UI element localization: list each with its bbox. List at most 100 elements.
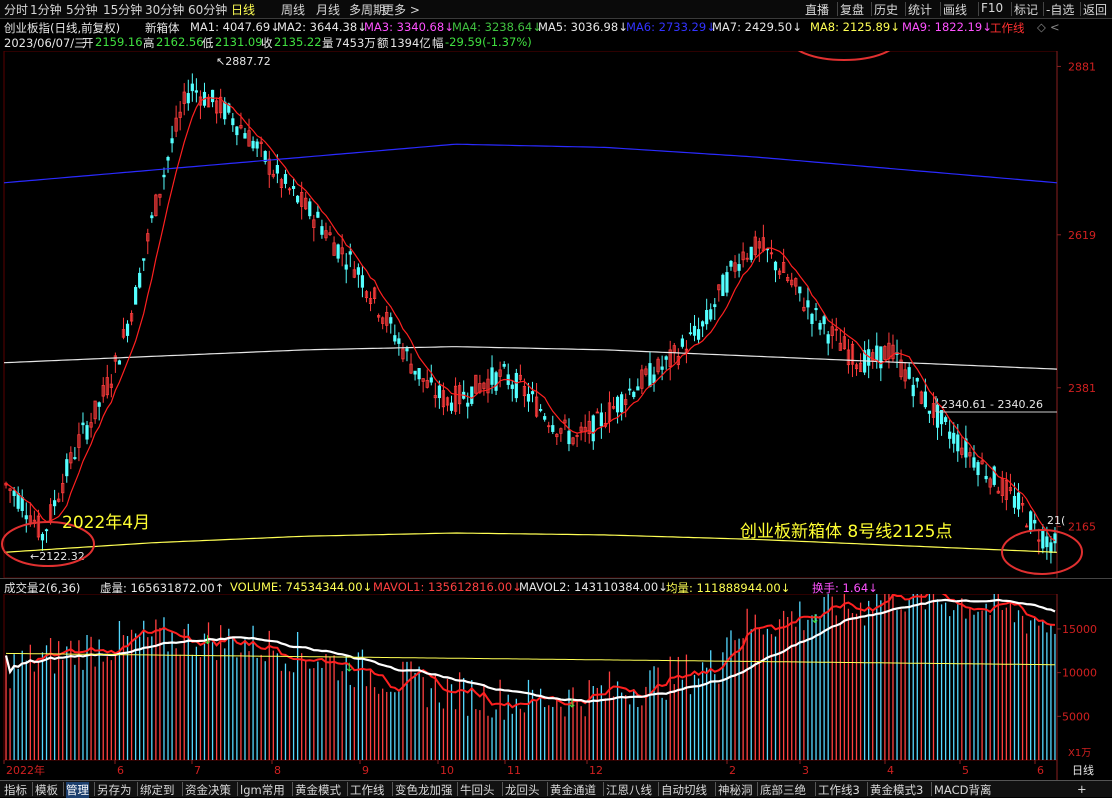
- x-label-0: 2022年: [6, 763, 45, 777]
- indicator-tab-6[interactable]: lgm常用: [240, 783, 285, 797]
- volume-chart[interactable]: 15000100005000X1万↓↓↓↓↓↓↓↓↓↓2022年67891011…: [0, 594, 1112, 780]
- ma-label-5: MA5: 3036.98↓: [538, 20, 628, 34]
- x-label-8: 2: [729, 764, 736, 777]
- change-value: -29.59(-1.37%): [445, 35, 532, 49]
- indicator-tab-5[interactable]: 资金决策: [185, 783, 231, 797]
- vol-tick-0: 15000: [1062, 623, 1097, 636]
- circle-annotation-ma8: [797, 51, 891, 61]
- arrow-icon-2: ↓: [567, 697, 577, 711]
- line-work: [5, 96, 1056, 542]
- x-label-7: 12: [589, 764, 603, 777]
- indicator-tab-1[interactable]: 模板: [35, 783, 58, 797]
- volume-value: 7453万: [335, 36, 376, 50]
- price-chart[interactable]: 2881 2619 2381 2165 ↖2887.72 ←2122.32 2340.61 …: [0, 51, 1112, 578]
- ma-label-2: MA2: 3644.38↓: [277, 20, 367, 34]
- indicator-tab-4[interactable]: 绑定到: [140, 783, 175, 797]
- ma-label-7: MA7: 2429.50↓: [712, 20, 802, 34]
- period-tab-0[interactable]: 分时: [4, 3, 29, 17]
- vol-tick-1: 10000: [1062, 667, 1097, 680]
- toolbar-right-0[interactable]: 直播: [805, 3, 830, 17]
- vol-unit: X1万: [1068, 748, 1091, 759]
- indicator-tab-0[interactable]: 指标: [4, 783, 27, 797]
- indicator-tab-12[interactable]: 黄金通道: [550, 783, 596, 797]
- indicator-tab-17[interactable]: 工作线3: [818, 783, 860, 797]
- close-value: 2135.22: [274, 35, 322, 49]
- line-ma8: [3, 532, 1058, 553]
- indicator-tab-8[interactable]: 工作线: [350, 783, 385, 797]
- x-label-11: 5: [962, 764, 969, 777]
- toolbar-right-5[interactable]: F10: [981, 1, 1004, 15]
- vol-label-0: 虚量: 165631872.00↑: [100, 581, 225, 595]
- high-value: 2162.56: [156, 35, 204, 49]
- toolbar-right-7[interactable]: -自选: [1046, 3, 1075, 17]
- period-tab-8[interactable]: 月线: [316, 3, 341, 17]
- low-value: 2131.09: [215, 35, 263, 49]
- annotation-new-box: 创业板新箱体 8号线2125点: [740, 522, 953, 542]
- arrow-icon-3: ↓: [810, 612, 820, 626]
- indicator-tab-11[interactable]: 龙回头: [505, 783, 540, 797]
- chart-title: 创业板指(日线,前复权): [4, 21, 121, 35]
- x-label-2: 7: [194, 764, 201, 777]
- indicator-toolbar: 指标 模板 管理 另存为 绑定到 资金决策 lgm常用 黄金模式 工作线 变色龙加强 牛回头 龙回头黄…: [0, 780, 1112, 798]
- period-toolbar: 分时 1分钟 5分钟 15分钟 30分钟 60分钟 日线 周线 月线 多周期 更多 > 直播 复盘 历史统…: [0, 0, 1112, 19]
- indicator-tab-15[interactable]: 神秘洞: [718, 783, 753, 797]
- price-tick-1: 2619: [1068, 229, 1096, 242]
- avg-volume-line: [5, 652, 1055, 666]
- period-tab-10[interactable]: 更多 >: [382, 3, 420, 17]
- indicator-name: 新箱体: [145, 21, 180, 35]
- price-tick-0: 2881: [1068, 60, 1096, 73]
- period-tab-7[interactable]: 周线: [281, 3, 306, 17]
- indicator-tab-13[interactable]: 江恩八线: [606, 783, 652, 797]
- ma-label-8: MA8: 2125.89↓: [810, 20, 900, 34]
- circle-annotation-2125: [1001, 529, 1083, 575]
- x-label-5: 10: [440, 764, 454, 777]
- chevron-left-icon[interactable]: <: [1050, 20, 1060, 34]
- indicator-tab-16[interactable]: 底部三绝: [760, 783, 806, 797]
- add-tab-button[interactable]: +: [1077, 782, 1087, 796]
- period-tab-1[interactable]: 1分钟: [30, 3, 62, 17]
- toolbar-right-3[interactable]: 统计: [908, 3, 933, 17]
- indicator-tab-19[interactable]: MACD背离: [934, 783, 992, 797]
- indicator-tab-2[interactable]: 管理: [66, 782, 89, 798]
- toolbar-right-6[interactable]: 标记: [1014, 3, 1039, 17]
- price-info-bar: 创业板指(日线,前复权) 新箱体 MA1: 4047.69↓ MA2: 3644.…: [0, 19, 1112, 51]
- mavol2-line: [4, 598, 1056, 703]
- toolbar-right-8[interactable]: 返回: [1083, 3, 1108, 17]
- toolbar-right-1[interactable]: 复盘: [840, 3, 865, 17]
- range-label: 2340.61 - 2340.26: [941, 398, 1043, 411]
- ma-label-9: MA9: 1822.19↓: [902, 20, 992, 34]
- toolbar-right-2[interactable]: 历史: [874, 3, 899, 17]
- bar-date: 2023/06/07/三: [4, 36, 86, 50]
- diamond-icon[interactable]: ◇: [1037, 20, 1046, 34]
- period-tab-6[interactable]: 日线: [231, 3, 256, 17]
- volume-title: 成交量2(6,36): [4, 581, 81, 595]
- annotation-april-2022: 2022年4月: [62, 513, 151, 533]
- indicator-tab-3[interactable]: 另存为: [97, 783, 132, 797]
- period-tab-2[interactable]: 5分钟: [66, 3, 98, 17]
- ma-label-3: MA3: 3340.68↓: [364, 20, 454, 34]
- arrow-icon-1: ↓: [344, 661, 354, 675]
- period-label-right: 日线: [1072, 763, 1094, 777]
- line-ma6: [3, 143, 1058, 184]
- arrow-icon-0: ↓: [203, 633, 213, 647]
- toolbar-right-4[interactable]: 画线: [943, 3, 968, 17]
- vol-tick-2: 5000: [1062, 710, 1090, 723]
- period-tab-9[interactable]: 多周期: [349, 3, 386, 17]
- period-tab-5[interactable]: 60分钟: [188, 3, 228, 17]
- last-price-label: 21(: [1047, 514, 1065, 527]
- ma-label-10: 工作线: [990, 21, 1025, 35]
- indicator-tab-10[interactable]: 牛回头: [460, 783, 495, 797]
- ma-label-6: MA6: 2733.29↓: [626, 20, 716, 34]
- indicator-tab-9[interactable]: 变色龙加强: [395, 783, 453, 797]
- period-tab-3[interactable]: 15分钟: [103, 3, 143, 17]
- period-tab-4[interactable]: 30分钟: [145, 3, 185, 17]
- line-ma7: [3, 346, 1058, 370]
- indicator-tab-14[interactable]: 自动切线: [661, 783, 707, 797]
- open-value: 2159.16: [95, 35, 143, 49]
- indicator-tab-18[interactable]: 黄金模式3: [870, 783, 924, 797]
- price-tick-3: 2165: [1068, 521, 1096, 534]
- x-label-10: 4: [887, 764, 894, 777]
- volume-info-bar: 成交量2(6,36) 虚量: 165631872.00↑ VOLUME: 7453…: [0, 578, 1112, 595]
- candles: [4, 73, 1057, 564]
- indicator-tab-7[interactable]: 黄金模式: [295, 783, 341, 797]
